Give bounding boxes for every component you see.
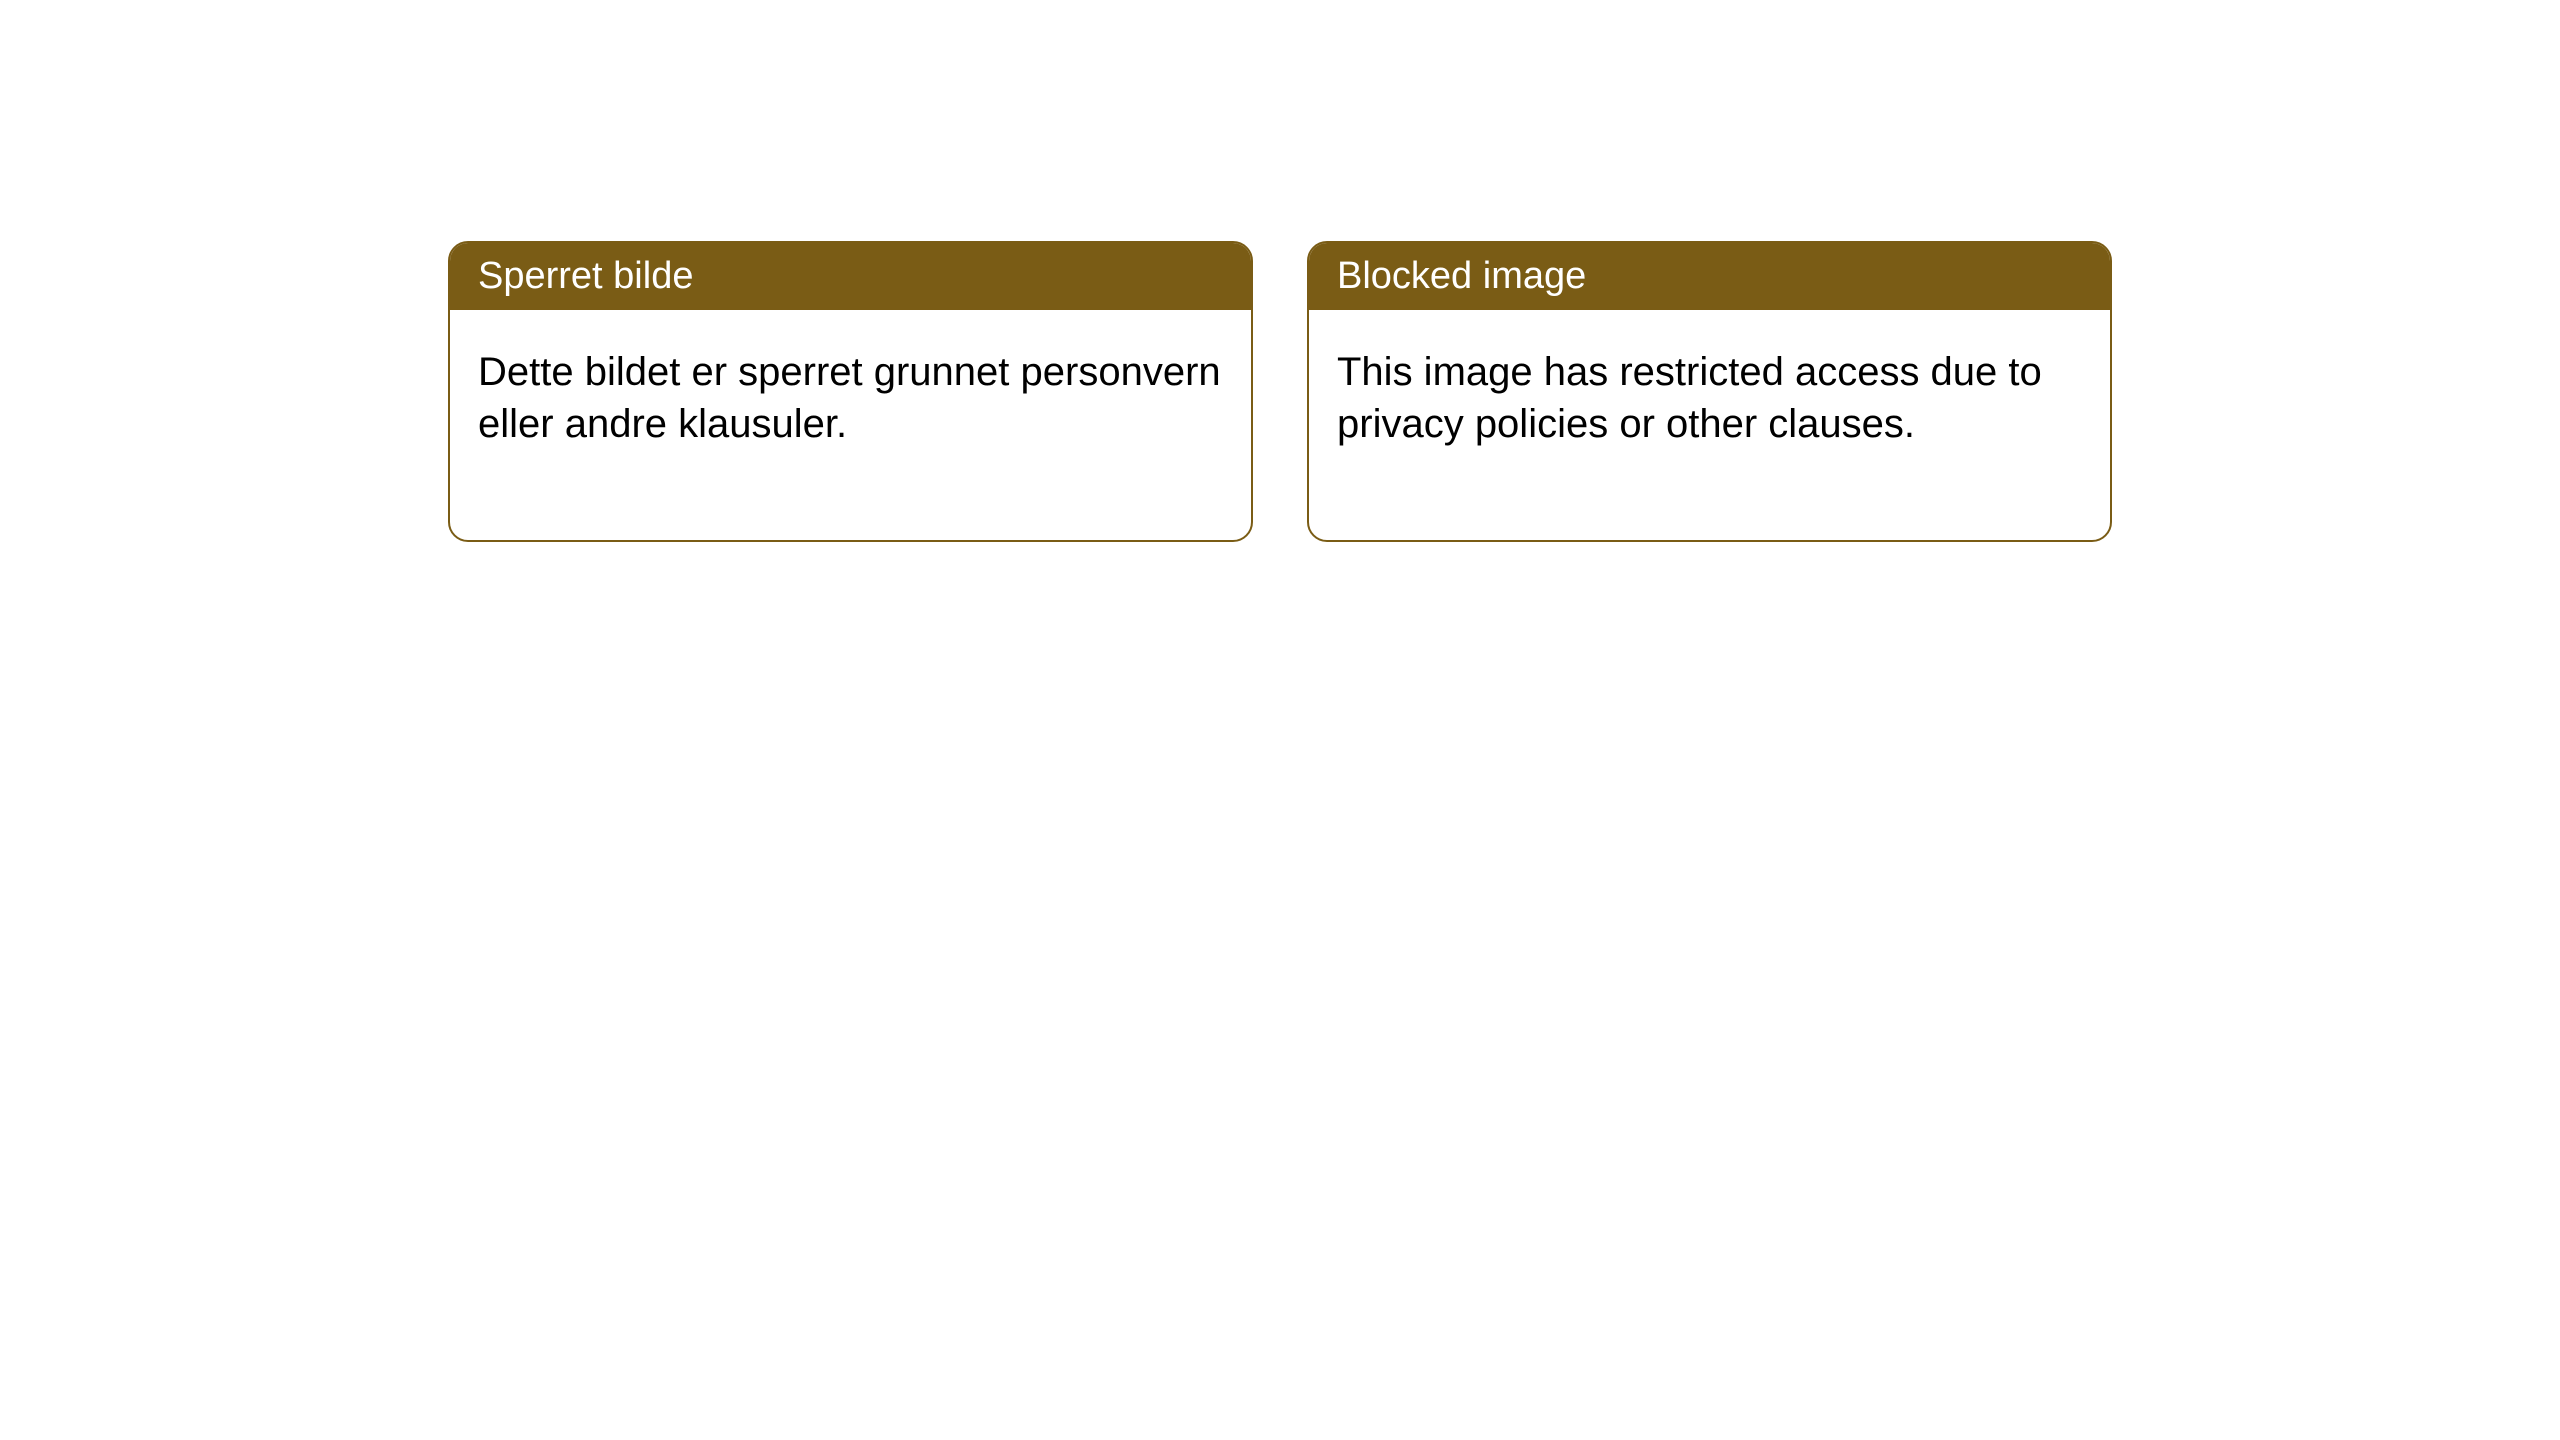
notice-body: This image has restricted access due to … — [1309, 310, 2110, 540]
notice-header: Sperret bilde — [450, 243, 1251, 310]
notice-body: Dette bildet er sperret grunnet personve… — [450, 310, 1251, 540]
notice-box-english: Blocked image This image has restricted … — [1307, 241, 2112, 542]
notice-header: Blocked image — [1309, 243, 2110, 310]
notice-box-norwegian: Sperret bilde Dette bildet er sperret gr… — [448, 241, 1253, 542]
notice-container: Sperret bilde Dette bildet er sperret gr… — [448, 241, 2112, 542]
